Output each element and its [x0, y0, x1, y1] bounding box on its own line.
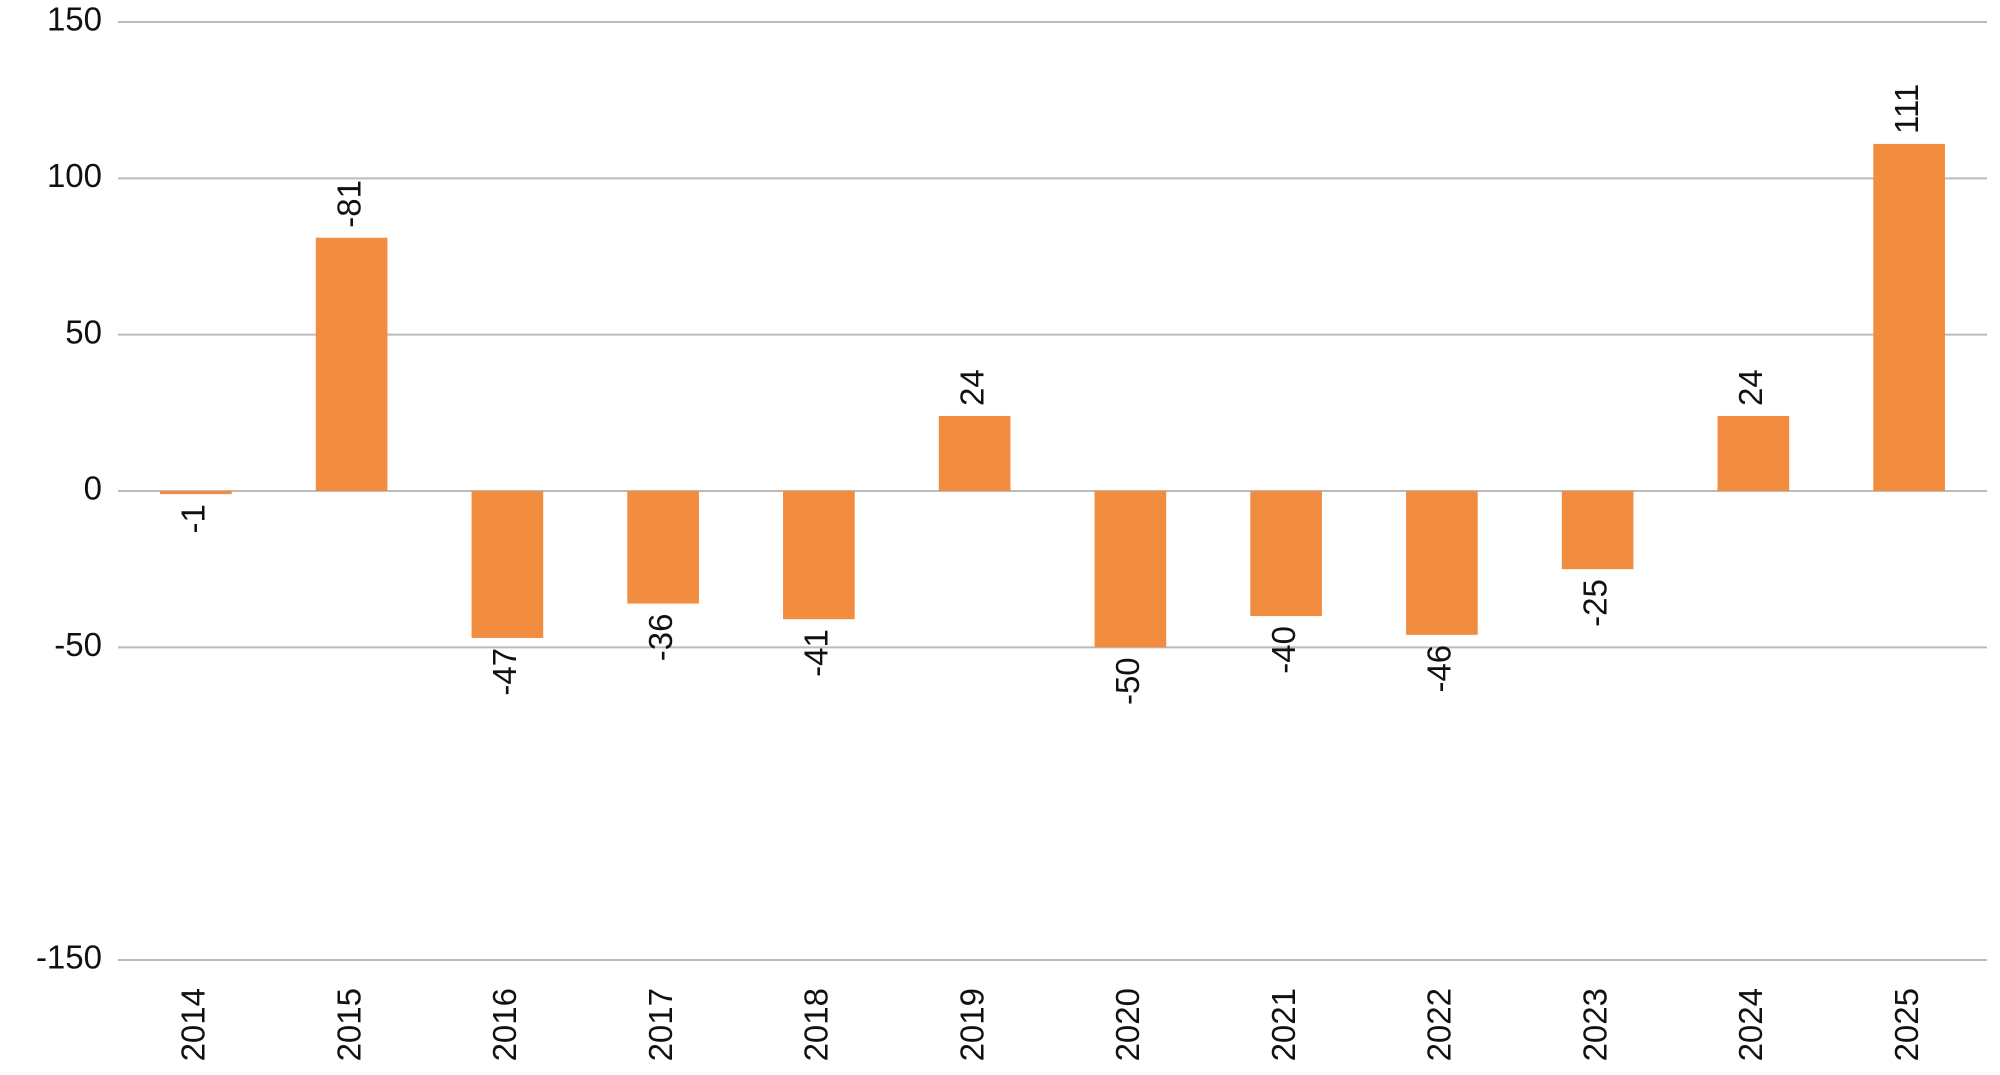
x-tick-label: 2022: [1421, 988, 1458, 1061]
value-label: -46: [1421, 645, 1458, 693]
x-tick-label: 2016: [486, 988, 523, 1061]
y-tick-label: -50: [54, 626, 102, 663]
x-tick-label: 2020: [1109, 988, 1146, 1061]
bar: [471, 491, 544, 638]
bar: [315, 237, 388, 491]
y-tick-label: 150: [47, 1, 102, 38]
bar: [160, 491, 232, 495]
x-tick-label: 2018: [798, 988, 835, 1061]
x-tick-label: 2023: [1576, 988, 1613, 1061]
x-tick-label: 2024: [1732, 988, 1769, 1061]
value-label: -41: [798, 629, 835, 677]
bar: [1873, 143, 1945, 491]
y-tick-label: 0: [84, 470, 102, 507]
value-label: -40: [1265, 626, 1302, 674]
value-label: 24: [1732, 369, 1769, 406]
bar: [938, 415, 1011, 491]
value-label: -47: [486, 648, 523, 696]
x-tick-label: 2017: [642, 988, 679, 1061]
bar: [627, 491, 699, 604]
bar: [1561, 491, 1634, 570]
bar: [783, 491, 855, 620]
x-tick-label: 2014: [175, 988, 212, 1061]
x-tick-label: 2019: [953, 988, 990, 1061]
value-label: -81: [330, 180, 367, 228]
value-label: -50: [1109, 657, 1146, 705]
bar: [1250, 491, 1322, 617]
x-tick-label: 2025: [1888, 988, 1925, 1061]
bar: [1406, 491, 1478, 635]
x-tick-label: 2021: [1265, 988, 1302, 1061]
value-label: 111: [1888, 84, 1925, 134]
x-tick-label: 2015: [330, 988, 367, 1061]
value-label: -25: [1576, 579, 1613, 627]
bar: [1094, 491, 1167, 648]
value-label: -1: [175, 504, 212, 533]
y-tick-label: -150: [36, 939, 102, 976]
value-label: -36: [642, 614, 679, 662]
value-label: 24: [953, 369, 990, 406]
bar: [1717, 415, 1790, 491]
y-tick-label: 50: [65, 313, 102, 350]
y-tick-label: 100: [47, 157, 102, 194]
